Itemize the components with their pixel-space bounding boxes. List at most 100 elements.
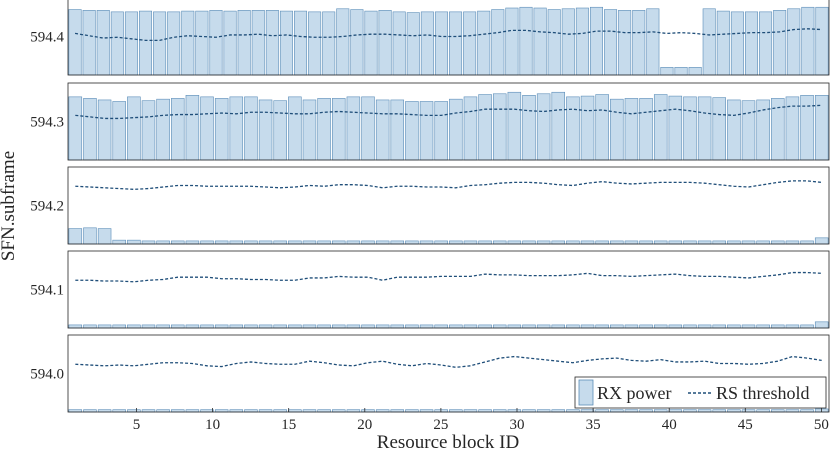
panel-1-bar-52: [814, 95, 829, 161]
panel-3: 594.1: [30, 250, 830, 329]
panel-2-bar-47: [741, 240, 756, 245]
panel-2-bar-11: [214, 240, 229, 245]
panel-0-bar-31: [491, 9, 505, 76]
panel-2-bar-2: [83, 227, 97, 245]
panel-0-bar-49: [744, 11, 758, 76]
panel-1-bar-24: [405, 101, 419, 161]
panel-2-bar-27: [449, 240, 463, 245]
panel-3-bar-49: [771, 324, 785, 329]
panel-0-bar-9: [181, 10, 195, 76]
panel-0-bar-35: [547, 9, 561, 76]
panel-3-bar-23: [390, 324, 405, 329]
x-axis-label: Resource block ID: [377, 432, 519, 453]
panel-0-bar-15: [265, 10, 279, 76]
panel-0-bar-16: [279, 10, 293, 76]
panel-3-bar-38: [610, 324, 624, 329]
panel-0-bar-5: [124, 11, 138, 76]
panel-0-bar-27: [434, 11, 448, 76]
panel-3-background: [68, 251, 829, 328]
panel-3-bar-51: [800, 324, 814, 329]
legend-label-rs-threshold: RS threshold: [716, 383, 810, 403]
panel-0-y-tick-label: 594.4: [30, 30, 64, 46]
panel-0-bar-17: [294, 10, 308, 76]
x-tick-label-45: 45: [738, 417, 753, 433]
panel-2-bar-30: [492, 240, 507, 245]
panel-1-bar-15: [273, 100, 287, 161]
panel-2-bar-49: [771, 240, 785, 245]
panel-2-bar-1: [68, 228, 83, 245]
panel-0-bar-22: [364, 10, 378, 76]
panel-3-bar-43: [683, 324, 697, 329]
panel-0-bar-29: [463, 11, 477, 76]
panel-3-bar-8: [171, 324, 185, 329]
panel-1-bar-40: [639, 98, 653, 161]
panel-2-bar-52: [814, 237, 829, 245]
panel-2-bar-39: [624, 240, 639, 245]
panel-0-bar-47: [716, 10, 730, 76]
panel-1-bar-39: [624, 98, 639, 161]
panel-0-bar-43: [660, 67, 674, 76]
panel-3-bar-52: [814, 321, 829, 329]
panel-3-bar-36: [580, 324, 595, 329]
panel-3-bar-19: [331, 324, 346, 329]
panel-2-bar-31: [507, 240, 522, 245]
panel-2-bar-9: [185, 240, 200, 245]
panel-0-bar-39: [604, 9, 618, 76]
panel-2-bar-33: [536, 240, 551, 245]
panel-1-bar-22: [375, 99, 390, 161]
panel-3-bar-30: [492, 324, 507, 329]
panel-2-bar-34: [551, 240, 566, 245]
panel-2-bar-26: [434, 240, 448, 245]
panel-3-bar-47: [741, 324, 756, 329]
panel-2-bar-10: [200, 240, 214, 245]
legend: RX power RS threshold: [574, 376, 827, 409]
panel-0-bar-7: [153, 11, 167, 76]
panel-0-bar-52: [787, 8, 801, 76]
panel-2-frame: [67, 166, 830, 245]
panel-0-bar-23: [378, 10, 392, 76]
panel-1-bar-45: [712, 97, 726, 161]
panel-2-bar-28: [463, 240, 478, 245]
panel-2-bar-22: [375, 240, 390, 245]
panel-1-bar-9: [185, 95, 200, 161]
panel-2-bar-38: [610, 240, 624, 245]
panel-0-bar-33: [519, 6, 533, 76]
panel-3-y-tick-label: 594.1: [30, 283, 64, 299]
panel-1-bar-12: [229, 96, 244, 161]
panel-1-bar-13: [244, 96, 258, 161]
panel-2-bar-13: [244, 240, 258, 245]
panel-2-bar-25: [419, 240, 434, 245]
panel-1-bar-27: [449, 98, 463, 161]
panel-3-frame: [67, 250, 830, 329]
panel-3-bar-15: [273, 324, 287, 329]
panel-1-bar-30: [492, 93, 507, 161]
panel-0-bar-8: [167, 11, 181, 76]
panel-2: 594.2: [30, 166, 830, 245]
panel-1-bar-32: [522, 95, 536, 161]
panel-3-bar-3: [97, 324, 112, 329]
panel-3-bar-44: [697, 324, 712, 329]
panel-0-bar-26: [420, 11, 434, 76]
panel-2-bar-45: [712, 240, 726, 245]
panel-3-bar-42: [668, 324, 683, 329]
panel-2-bar-40: [639, 240, 653, 245]
panel-3-bar-25: [419, 324, 434, 329]
panel-0-bar-11: [209, 10, 223, 76]
panel-3-bar-18: [317, 324, 331, 329]
panel-3-bar-20: [346, 324, 361, 329]
panel-1-bar-5: [127, 96, 141, 161]
panel-2-bar-46: [727, 240, 741, 245]
panel-2-bar-20: [346, 240, 361, 245]
panel-1-bar-47: [741, 100, 756, 161]
panel-1-bar-41: [653, 94, 668, 161]
panel-0-frame: [67, 0, 830, 76]
panel-1-bar-20: [346, 96, 361, 161]
panel-0-bar-28: [449, 11, 463, 76]
panel-1-y-tick-label: 594.3: [30, 115, 64, 131]
x-tick-label-50: 50: [814, 417, 829, 433]
x-tick-label-10: 10: [205, 417, 220, 433]
panel-1-bar-3: [97, 99, 112, 161]
panel-3-bar-33: [536, 324, 551, 329]
panel-2-bar-21: [361, 240, 375, 245]
